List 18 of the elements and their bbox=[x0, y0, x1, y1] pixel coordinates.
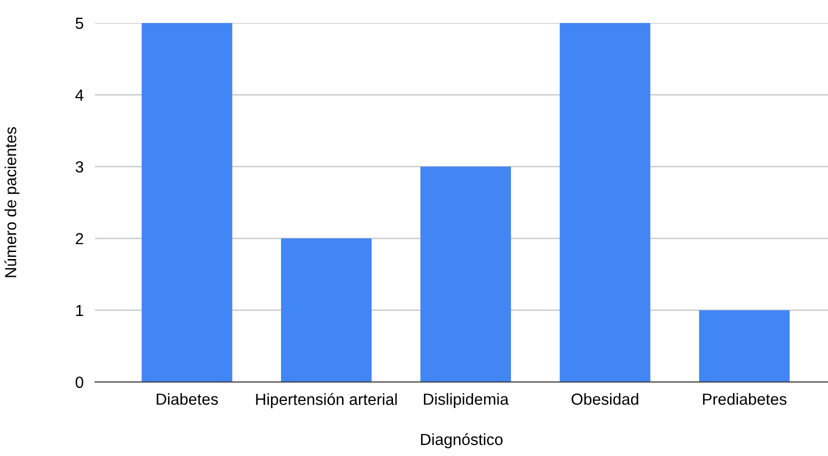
bar bbox=[560, 23, 650, 382]
y-tick-label: 1 bbox=[76, 305, 84, 316]
x-tick-label: Hipertensión arterial bbox=[256, 393, 397, 408]
y-axis-title: Número de pacientes bbox=[4, 127, 20, 278]
x-tick-label: Diabetes bbox=[156, 393, 218, 405]
y-tick-label: 5 bbox=[76, 18, 84, 29]
y-tick-label: 0 bbox=[76, 376, 84, 388]
bar bbox=[142, 23, 232, 382]
x-tick-label: Obesidad bbox=[572, 393, 638, 405]
y-tick-label: 2 bbox=[76, 233, 84, 244]
bar bbox=[699, 310, 790, 382]
x-tick-label: Dislipidemia bbox=[424, 393, 509, 408]
y-tick-label: 4 bbox=[75, 90, 84, 101]
bar bbox=[420, 166, 511, 382]
y-tick-label: 3 bbox=[76, 161, 84, 173]
x-tick-label: Prediabetes bbox=[703, 393, 786, 405]
bar bbox=[281, 238, 372, 382]
x-axis-title: Diagnóstico bbox=[421, 433, 503, 448]
